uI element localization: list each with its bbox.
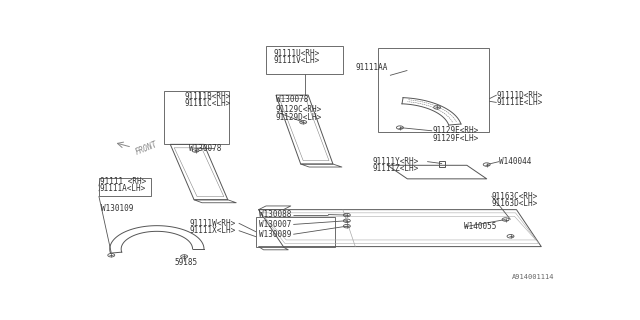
Text: 91111Z<LH>: 91111Z<LH>	[372, 164, 419, 173]
Text: 91111C<LH>: 91111C<LH>	[184, 99, 230, 108]
Text: 91111 <RH>: 91111 <RH>	[100, 177, 146, 186]
Text: 91111B<RH>: 91111B<RH>	[184, 92, 230, 101]
Text: FRONT: FRONT	[134, 140, 158, 156]
Text: 91111E<LH>: 91111E<LH>	[497, 98, 543, 107]
Bar	[378, 48, 489, 132]
Text: 91129C<RH>: 91129C<RH>	[276, 105, 322, 114]
Text: W130078: W130078	[189, 144, 221, 153]
Bar	[256, 217, 335, 247]
Bar	[164, 92, 229, 144]
Text: 91111A<LH>: 91111A<LH>	[100, 184, 146, 193]
Text: 91111D<RH>: 91111D<RH>	[497, 91, 543, 100]
Bar	[266, 46, 343, 74]
Text: A914001114: A914001114	[511, 275, 554, 280]
Bar	[99, 178, 151, 196]
Text: 91111Y<RH>: 91111Y<RH>	[372, 157, 419, 166]
Text: W130109: W130109	[101, 204, 133, 213]
Text: 91111X<LH>: 91111X<LH>	[189, 226, 236, 235]
Text: W140055: W140055	[465, 222, 497, 231]
Text: 91129E<RH>: 91129E<RH>	[432, 126, 479, 135]
Text: 91111U<RH>: 91111U<RH>	[273, 49, 320, 58]
Text: 91163D<LH>: 91163D<LH>	[492, 199, 538, 208]
Text: W130078: W130078	[276, 95, 308, 105]
Text: W130088: W130088	[259, 210, 291, 219]
Text: 91111AA: 91111AA	[355, 63, 388, 72]
Text: W140044: W140044	[499, 157, 531, 166]
Text: 91111V<LH>: 91111V<LH>	[273, 56, 320, 65]
Text: W130089: W130089	[259, 230, 291, 239]
Text: W130007: W130007	[259, 220, 291, 229]
Text: 91129D<LH>: 91129D<LH>	[276, 113, 322, 122]
Text: 91129F<LH>: 91129F<LH>	[432, 134, 479, 143]
Text: 59185: 59185	[174, 258, 197, 267]
Text: 91111W<RH>: 91111W<RH>	[189, 219, 236, 228]
Text: 91163C<RH>: 91163C<RH>	[492, 192, 538, 201]
